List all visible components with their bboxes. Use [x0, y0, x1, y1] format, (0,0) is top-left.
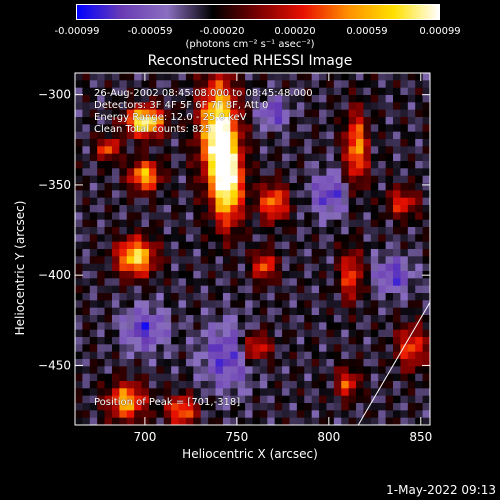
colorbar-tick: 0.00020: [274, 26, 316, 37]
solar-limb-line: [357, 301, 430, 425]
heatmap-cells: [75, 73, 430, 425]
y-axis-label: Heliocentric Y (arcsec): [13, 200, 27, 336]
chart-title: Reconstructed RHESSI Image: [147, 53, 353, 69]
annotation-counts: Clean Total counts: 825: [94, 124, 212, 135]
colorbar-tick: -0.00099: [54, 26, 100, 37]
annotation-detectors: Detectors: 3F 4F 5F 6F 7F 8F, Att 0: [94, 100, 269, 111]
annotation-energy-range: Energy Range: 12.0 - 25.0 keV: [94, 112, 247, 123]
colorbar-tick: 0.00099: [419, 26, 461, 37]
x-tick-label: 850: [409, 430, 432, 444]
x-tick-label: 800: [317, 430, 340, 444]
y-tick-label: −300: [38, 88, 71, 102]
colorbar-tick: -0.00020: [199, 26, 245, 37]
x-axis-label: Heliocentric X (arcsec): [182, 447, 318, 461]
colorbar-tick: -0.00059: [127, 26, 173, 37]
plot-frame: [74, 72, 431, 426]
timestamp: 1-May-2022 09:13: [386, 483, 496, 497]
y-tick-label: −450: [38, 358, 71, 372]
annotation-peak-position: Position of Peak = [701,-318]: [94, 397, 241, 408]
x-tick-label: 700: [133, 430, 156, 444]
x-tick-label: 750: [225, 430, 248, 444]
colorbar: [76, 4, 440, 20]
colorbar-units-label: (photons cm⁻² s⁻¹ asec⁻²): [185, 39, 315, 50]
colorbar-tick: 0.00059: [346, 26, 388, 37]
y-tick-label: −350: [38, 178, 71, 192]
annotation-time-range: 26-Aug-2002 08:45:08.000 to 08:45:48.000: [94, 88, 313, 99]
y-tick-label: −400: [38, 268, 71, 282]
